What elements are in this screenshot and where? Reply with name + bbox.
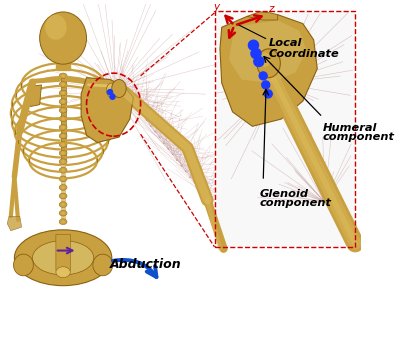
Text: component: component: [323, 132, 395, 142]
Circle shape: [251, 48, 261, 59]
Polygon shape: [220, 15, 317, 126]
Ellipse shape: [59, 99, 67, 104]
Ellipse shape: [61, 177, 65, 181]
Ellipse shape: [59, 185, 67, 190]
Ellipse shape: [59, 219, 67, 225]
Ellipse shape: [61, 186, 65, 189]
Ellipse shape: [61, 211, 65, 215]
Ellipse shape: [59, 116, 67, 122]
Polygon shape: [60, 76, 66, 161]
Text: Glenoid: Glenoid: [260, 189, 308, 199]
Ellipse shape: [61, 160, 65, 163]
Text: component: component: [260, 198, 332, 208]
Ellipse shape: [106, 83, 117, 98]
Text: Local: Local: [269, 38, 302, 48]
Ellipse shape: [61, 91, 65, 95]
Ellipse shape: [59, 90, 67, 96]
Polygon shape: [229, 20, 306, 83]
Ellipse shape: [59, 176, 67, 182]
Polygon shape: [247, 12, 278, 20]
Ellipse shape: [56, 267, 70, 278]
Ellipse shape: [59, 133, 67, 139]
Circle shape: [108, 90, 112, 95]
Ellipse shape: [61, 100, 65, 103]
Ellipse shape: [61, 83, 65, 86]
Ellipse shape: [59, 193, 67, 199]
Circle shape: [254, 56, 264, 67]
Ellipse shape: [61, 126, 65, 129]
Circle shape: [110, 94, 115, 99]
Ellipse shape: [61, 134, 65, 138]
Text: Humeral: Humeral: [323, 123, 377, 133]
Ellipse shape: [61, 143, 65, 146]
Ellipse shape: [61, 203, 65, 206]
Ellipse shape: [32, 241, 94, 275]
Ellipse shape: [14, 254, 33, 276]
Circle shape: [264, 90, 272, 98]
Ellipse shape: [14, 230, 112, 286]
Ellipse shape: [59, 142, 67, 147]
Ellipse shape: [112, 79, 126, 98]
Ellipse shape: [59, 159, 67, 165]
Text: Coordinate: Coordinate: [269, 49, 339, 59]
Ellipse shape: [93, 254, 113, 276]
Ellipse shape: [61, 74, 65, 78]
Ellipse shape: [59, 210, 67, 216]
Ellipse shape: [61, 194, 65, 198]
Circle shape: [248, 40, 258, 50]
Text: z: z: [268, 4, 273, 14]
Polygon shape: [56, 234, 70, 278]
Circle shape: [259, 72, 267, 80]
Ellipse shape: [257, 49, 280, 78]
Text: y: y: [213, 2, 219, 12]
Ellipse shape: [59, 167, 67, 173]
Ellipse shape: [59, 124, 67, 130]
Ellipse shape: [40, 12, 86, 64]
Ellipse shape: [59, 107, 67, 113]
Ellipse shape: [59, 73, 67, 79]
Polygon shape: [60, 76, 66, 222]
Ellipse shape: [61, 151, 65, 155]
Polygon shape: [81, 78, 134, 142]
Ellipse shape: [61, 108, 65, 112]
Ellipse shape: [59, 82, 67, 87]
Polygon shape: [7, 216, 22, 231]
Circle shape: [262, 81, 270, 89]
Ellipse shape: [260, 52, 270, 67]
Ellipse shape: [59, 202, 67, 207]
FancyBboxPatch shape: [215, 11, 355, 246]
Ellipse shape: [59, 150, 67, 156]
Ellipse shape: [61, 117, 65, 120]
Ellipse shape: [61, 169, 65, 172]
Ellipse shape: [61, 220, 65, 223]
Text: Abduction: Abduction: [110, 258, 182, 271]
Ellipse shape: [45, 15, 67, 40]
Polygon shape: [25, 85, 42, 107]
